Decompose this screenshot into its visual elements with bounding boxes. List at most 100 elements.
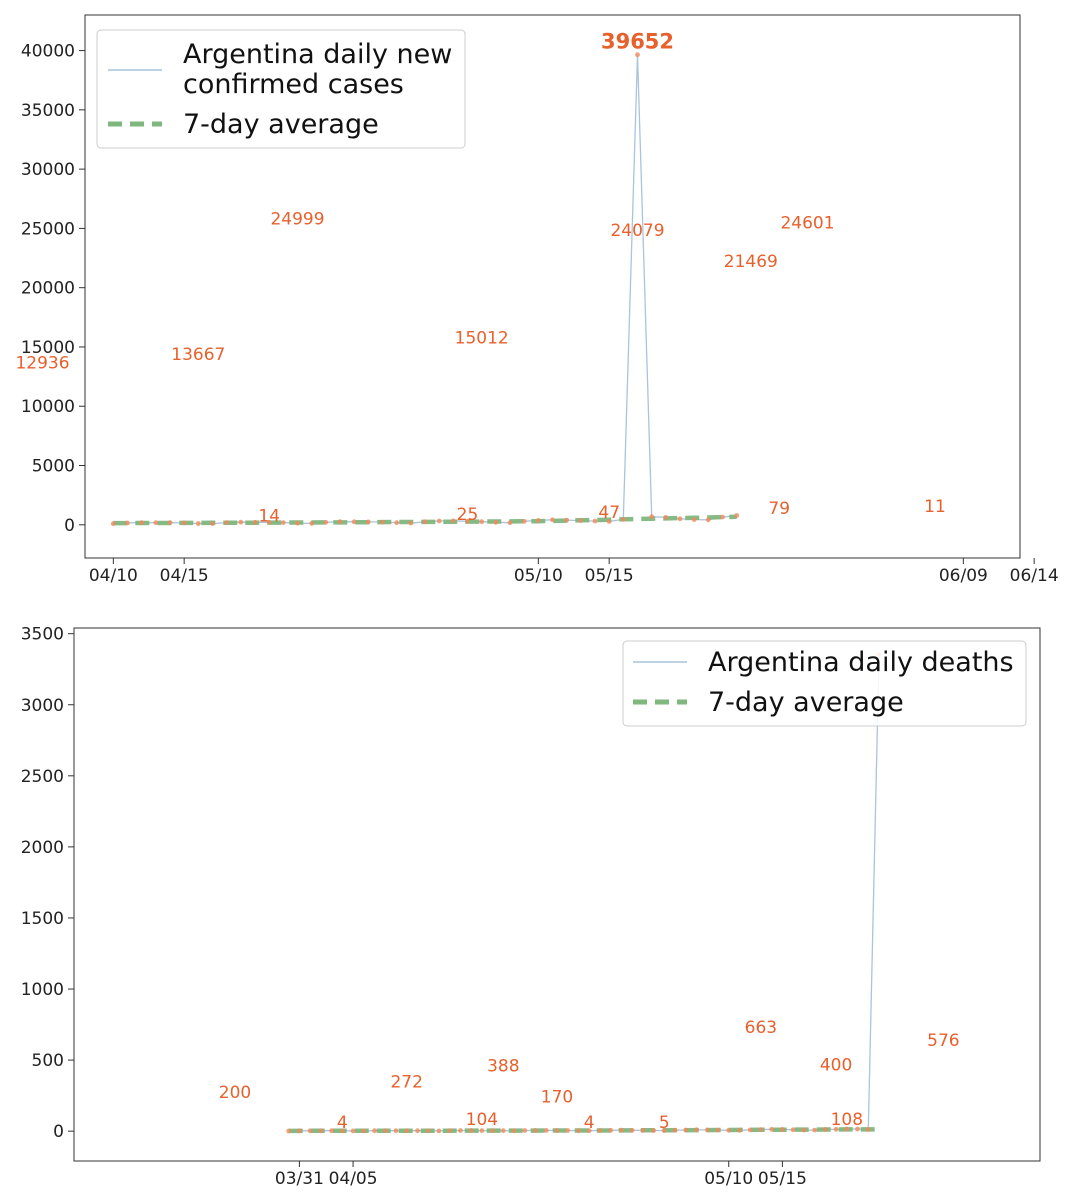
y-tick-label: 1000 — [21, 980, 64, 1000]
data-point — [337, 519, 343, 525]
cases-points — [110, 52, 740, 527]
data-point — [677, 516, 683, 522]
y-tick-label: 2000 — [21, 838, 64, 858]
point-label: 663 — [745, 1018, 777, 1038]
data-point — [286, 1128, 292, 1134]
data-point — [608, 1127, 614, 1133]
data-point — [266, 519, 272, 525]
data-point — [382, 1128, 388, 1134]
deaths-chart: 4104451082431482601951223427034420639942… — [21, 625, 1041, 1189]
data-point — [663, 515, 669, 520]
cases-plot-frame — [84, 14, 1021, 559]
data-point — [361, 1128, 367, 1134]
x-tick-label: 04/15 — [160, 566, 209, 586]
cases-chart: 1425477911412022303536634231564154684011… — [15, 14, 1059, 586]
data-point — [812, 1127, 817, 1133]
data-point — [565, 1128, 571, 1133]
data-point — [672, 1127, 678, 1133]
data-point — [309, 521, 315, 526]
deaths-plot-frame — [73, 627, 1041, 1162]
data-point — [458, 1128, 463, 1133]
cases-point-labels: 1425477911412022303536634231564154684011… — [15, 30, 945, 527]
deaths-x-axis: 04/0505/1506/2408/0309/1210/2212/0101/10… — [275, 1161, 807, 1189]
y-tick-label: 30000 — [21, 160, 75, 180]
data-point — [393, 1128, 399, 1134]
deaths-legend: Argentina daily deaths 7-day average — [622, 640, 1027, 727]
data-point — [468, 1128, 474, 1133]
data-point — [780, 1127, 785, 1132]
point-label: 24601 — [780, 213, 834, 233]
x-tick-label: 04/05 — [329, 1169, 378, 1189]
data-point — [576, 1128, 581, 1134]
deaths-points — [286, 652, 882, 1134]
cases-legend-label-daily-line2: confirmed cases — [183, 69, 404, 100]
y-tick-label: 0 — [53, 1122, 64, 1142]
data-point — [592, 518, 598, 524]
data-point — [339, 1128, 345, 1134]
y-tick-label: 15000 — [21, 338, 75, 358]
y-tick-label: 35000 — [21, 101, 75, 121]
data-point — [705, 517, 711, 523]
cases-legend-box — [96, 29, 466, 149]
y-tick-label: 2500 — [21, 767, 64, 787]
data-point — [747, 1127, 753, 1133]
data-point — [307, 1128, 313, 1134]
data-point — [801, 1127, 807, 1133]
data-point — [436, 1128, 442, 1134]
data-point — [550, 517, 555, 523]
deaths-y-axis: 0 500 1000 1500 2000 2500 3000 3500 — [21, 625, 74, 1142]
data-point — [635, 52, 640, 58]
point-label: 24999 — [270, 209, 324, 229]
data-point — [139, 520, 145, 526]
x-tick-label: 04/10 — [89, 566, 138, 586]
data-point — [350, 1128, 356, 1134]
data-point — [661, 1128, 667, 1133]
data-point — [737, 1127, 742, 1133]
point-label: 400 — [820, 1056, 852, 1076]
data-point — [238, 519, 244, 525]
point-label: 272 — [390, 1073, 422, 1093]
data-point — [181, 520, 187, 526]
y-tick-label: 1500 — [21, 909, 64, 929]
point-label: 200 — [219, 1083, 251, 1103]
data-point — [318, 1128, 324, 1134]
y-tick-label: 5000 — [32, 457, 75, 477]
data-point — [447, 1128, 453, 1133]
cases-legend: Argentina daily new confirmed cases 7-da… — [96, 29, 466, 149]
x-tick-label: 05/10 — [514, 566, 563, 586]
point-label: 12936 — [15, 353, 69, 373]
data-point — [252, 519, 258, 525]
data-point — [521, 518, 527, 524]
point-label: 104 — [466, 1110, 498, 1130]
data-point — [640, 1128, 646, 1133]
point-label: 5 — [659, 1113, 670, 1133]
data-point — [110, 521, 116, 527]
data-point — [465, 518, 470, 524]
cases-legend-label-daily-line1: Argentina daily new — [183, 39, 452, 70]
peak-label: 39652 — [601, 30, 674, 54]
cases-legend-label-avg: 7-day average — [183, 109, 379, 140]
data-point — [365, 519, 371, 525]
data-point — [167, 520, 173, 525]
data-point — [564, 517, 570, 523]
data-point — [720, 514, 725, 520]
point-label: 25 — [457, 505, 479, 525]
data-point — [372, 1128, 377, 1134]
data-point — [844, 1126, 850, 1132]
data-point — [543, 1128, 549, 1133]
data-point — [865, 1127, 871, 1132]
x-tick-label: 05/15 — [758, 1169, 807, 1189]
data-point — [734, 513, 740, 518]
data-point — [450, 518, 456, 524]
data-point — [224, 520, 230, 525]
data-point — [297, 1128, 302, 1134]
point-label: 15012 — [455, 328, 509, 348]
data-point — [606, 519, 612, 524]
x-tick-label: 06/09 — [939, 566, 988, 586]
data-point — [415, 1128, 420, 1134]
data-point — [597, 1128, 603, 1133]
y-tick-label: 500 — [32, 1051, 64, 1071]
y-tick-label: 3500 — [21, 625, 64, 645]
data-point — [649, 514, 655, 520]
point-label: 576 — [927, 1031, 959, 1051]
